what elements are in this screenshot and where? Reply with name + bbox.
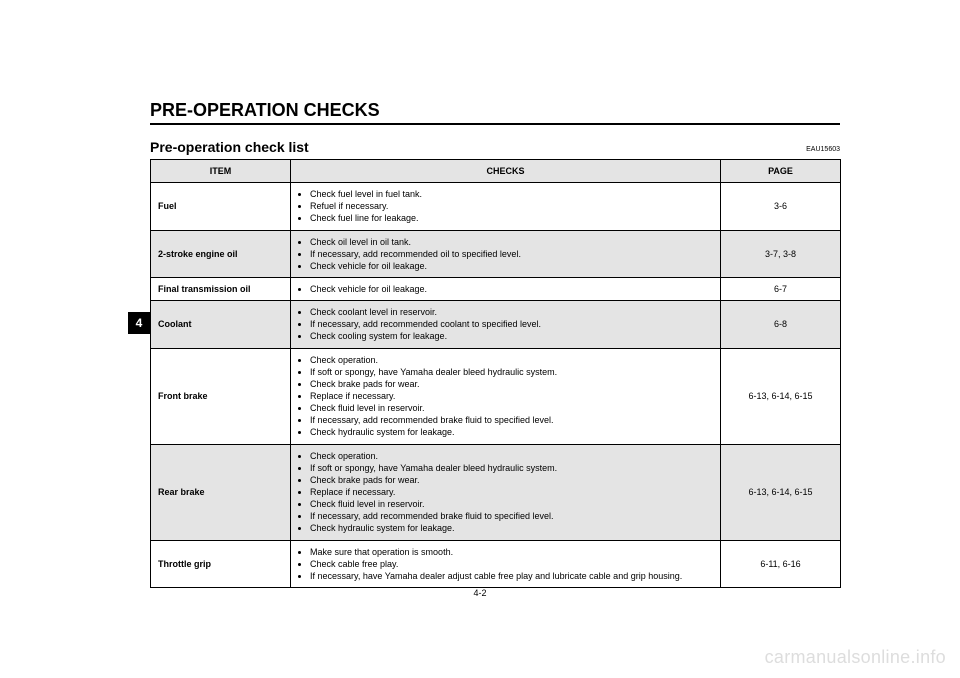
table-row: Final transmission oil Check vehicle for …	[151, 277, 841, 300]
check-item: Check cooling system for leakage.	[310, 330, 713, 342]
checks-cell: Check coolant level in reservoir.If nece…	[291, 301, 721, 348]
col-checks: CHECKS	[291, 160, 721, 183]
checklist-table: ITEM CHECKS PAGE FuelCheck fuel level in…	[150, 159, 841, 588]
check-item: Check hydraulic system for leakage.	[310, 522, 713, 534]
checks-cell: Check oil level in oil tank.If necessary…	[291, 230, 721, 277]
item-cell: Fuel	[151, 183, 291, 230]
checks-cell: Check operation.If soft or spongy, have …	[291, 444, 721, 540]
subsection-title: Pre-operation check list	[150, 139, 309, 155]
table-row: Throttle gripMake sure that operation is…	[151, 540, 841, 587]
check-item: Check vehicle for oil leakage.	[310, 283, 713, 295]
checks-cell: Check vehicle for oil leakage.	[291, 277, 721, 300]
page-cell: 6-13, 6-14, 6-15	[721, 348, 841, 444]
check-item: Check operation.	[310, 450, 713, 462]
page-cell: 6-7	[721, 277, 841, 300]
check-item: If necessary, add recommended brake flui…	[310, 510, 713, 522]
subsection-row: Pre-operation check list EAU15603	[150, 139, 840, 155]
check-item: Check fuel line for leakage.	[310, 212, 713, 224]
reference-code: EAU15603	[806, 146, 840, 153]
page-content: PRE-OPERATION CHECKS Pre-operation check…	[150, 100, 840, 588]
page-cell: 3-7, 3-8	[721, 230, 841, 277]
check-item: Replace if necessary.	[310, 390, 713, 402]
check-item: Check operation.	[310, 354, 713, 366]
check-item: Check cable free play.	[310, 558, 713, 570]
check-item: Check vehicle for oil leakage.	[310, 260, 713, 272]
check-item: If necessary, add recommended oil to spe…	[310, 248, 713, 260]
item-cell: Final transmission oil	[151, 277, 291, 300]
section-title: PRE-OPERATION CHECKS	[150, 100, 840, 125]
col-page: PAGE	[721, 160, 841, 183]
section-tab: 4	[128, 312, 150, 334]
item-cell: Rear brake	[151, 444, 291, 540]
check-item: If soft or spongy, have Yamaha dealer bl…	[310, 366, 713, 378]
check-item: Check fuel level in fuel tank.	[310, 188, 713, 200]
table-header-row: ITEM CHECKS PAGE	[151, 160, 841, 183]
checks-cell: Check fuel level in fuel tank.Refuel if …	[291, 183, 721, 230]
table-row: Rear brakeCheck operation.If soft or spo…	[151, 444, 841, 540]
page-cell: 6-11, 6-16	[721, 540, 841, 587]
check-item: Check brake pads for wear.	[310, 378, 713, 390]
check-item: If necessary, add recommended coolant to…	[310, 318, 713, 330]
watermark: carmanualsonline.info	[765, 647, 946, 668]
check-item: Check hydraulic system for leakage.	[310, 426, 713, 438]
check-item: If necessary, have Yamaha dealer adjust …	[310, 570, 713, 582]
table-row: CoolantCheck coolant level in reservoir.…	[151, 301, 841, 348]
page-number: 4-2	[0, 588, 960, 598]
page-cell: 6-13, 6-14, 6-15	[721, 444, 841, 540]
check-item: If necessary, add recommended brake flui…	[310, 414, 713, 426]
check-item: Replace if necessary.	[310, 486, 713, 498]
check-item: Check brake pads for wear.	[310, 474, 713, 486]
check-item: Refuel if necessary.	[310, 200, 713, 212]
item-cell: 2-stroke engine oil	[151, 230, 291, 277]
table-row: FuelCheck fuel level in fuel tank.Refuel…	[151, 183, 841, 230]
checks-cell: Check operation.If soft or spongy, have …	[291, 348, 721, 444]
check-item: Make sure that operation is smooth.	[310, 546, 713, 558]
check-item: Check fluid level in reservoir.	[310, 402, 713, 414]
page-cell: 3-6	[721, 183, 841, 230]
col-item: ITEM	[151, 160, 291, 183]
page-cell: 6-8	[721, 301, 841, 348]
table-row: 2-stroke engine oilCheck oil level in oi…	[151, 230, 841, 277]
item-cell: Coolant	[151, 301, 291, 348]
check-item: Check coolant level in reservoir.	[310, 306, 713, 318]
checks-cell: Make sure that operation is smooth.Check…	[291, 540, 721, 587]
check-item: Check fluid level in reservoir.	[310, 498, 713, 510]
item-cell: Throttle grip	[151, 540, 291, 587]
table-row: Front brakeCheck operation.If soft or sp…	[151, 348, 841, 444]
check-item: If soft or spongy, have Yamaha dealer bl…	[310, 462, 713, 474]
check-item: Check oil level in oil tank.	[310, 236, 713, 248]
item-cell: Front brake	[151, 348, 291, 444]
